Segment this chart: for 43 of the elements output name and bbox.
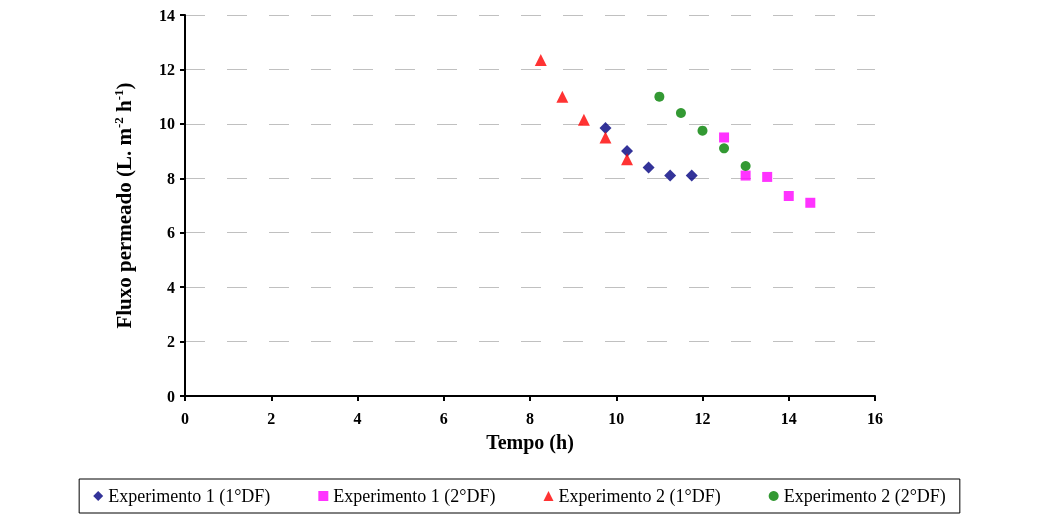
- y-tick-label: 8: [167, 169, 175, 187]
- point: [642, 161, 655, 174]
- y-tick-label: 12: [159, 60, 175, 78]
- point: [740, 161, 751, 172]
- point: [599, 121, 612, 134]
- point: [783, 190, 794, 201]
- point: [654, 91, 665, 102]
- y-tick-label: 0: [167, 387, 175, 405]
- legend-label: Experimento 1 (2°DF): [333, 486, 496, 507]
- point: [805, 197, 816, 208]
- x-tick-label: 14: [780, 409, 797, 427]
- point: [740, 170, 751, 181]
- legend-label: Experimento 2 (1°DF): [558, 486, 721, 507]
- point: [534, 53, 547, 66]
- point: [599, 131, 612, 144]
- x-tick-label: 4: [353, 409, 362, 427]
- x-tick-label: 8: [526, 409, 534, 427]
- point: [762, 171, 773, 182]
- point: [664, 169, 677, 182]
- point: [675, 107, 686, 118]
- point: [621, 153, 634, 166]
- x-tick-label: 0: [181, 409, 189, 427]
- point: [719, 143, 730, 154]
- point: [577, 113, 590, 126]
- y-tick-label: 14: [159, 6, 175, 24]
- x-tick-label: 2: [267, 409, 276, 427]
- y-tick-label: 4: [167, 278, 175, 296]
- point: [719, 132, 730, 143]
- x-tick-label: 16: [867, 409, 883, 427]
- y-tick-label: 6: [167, 224, 175, 242]
- point: [697, 125, 708, 136]
- x-tick-label: 10: [608, 409, 625, 427]
- point: [556, 90, 569, 103]
- legend-label: Experimento 2 (2°DF): [783, 486, 946, 507]
- x-tick-label: 12: [694, 409, 711, 427]
- x-tick-label: 6: [439, 409, 448, 427]
- x-axis-title: Tempo (h): [486, 431, 574, 454]
- legend-label: Experimento 1 (1°DF): [108, 486, 271, 507]
- point: [621, 145, 634, 158]
- y-tick-label: 10: [159, 115, 175, 133]
- y-axis-title: Fluxo permeado (L. m-2 h-1): [111, 82, 136, 329]
- point: [685, 169, 698, 182]
- y-tick-label: 2: [167, 333, 175, 351]
